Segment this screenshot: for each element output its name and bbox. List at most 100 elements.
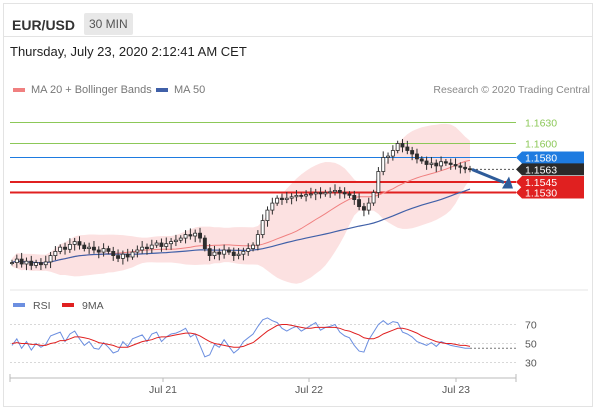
- candle-body: [96, 249, 101, 253]
- projection-arrow-shaft: [471, 168, 505, 184]
- candle-body: [279, 197, 284, 200]
- candle-body: [347, 193, 352, 196]
- candle-body: [318, 192, 323, 195]
- ma20-swatch: [13, 88, 25, 93]
- candle-body: [386, 155, 390, 158]
- candle-body: [395, 143, 400, 151]
- candle-body: [270, 202, 275, 211]
- candle-body: [299, 194, 304, 197]
- candle-body: [92, 246, 96, 251]
- candle-body: [313, 192, 318, 195]
- header-bar: EUR/USD 30 MIN: [4, 4, 592, 37]
- candle-body: [48, 255, 53, 263]
- candle-body: [217, 251, 222, 255]
- candle-body: [357, 199, 361, 208]
- level-tag-support: [516, 176, 584, 189]
- candle-body: [106, 248, 111, 252]
- ma50-swatch: [156, 88, 168, 93]
- candle-body: [332, 189, 337, 193]
- level-tag-support: [516, 186, 584, 199]
- candle-body: [366, 202, 371, 211]
- candle-body: [439, 161, 443, 167]
- candle-body: [251, 244, 255, 250]
- candle-body: [24, 260, 29, 265]
- candle-body: [467, 168, 472, 171]
- candle-body: [376, 171, 381, 193]
- candle-body: [304, 194, 308, 197]
- level-label: 1.1563: [525, 164, 557, 176]
- candle-body: [87, 246, 92, 249]
- credit-label: Research © 2020 Trading Central: [433, 84, 590, 96]
- candle-body: [173, 239, 178, 242]
- timeframe-badge[interactable]: 30 MIN: [84, 13, 133, 35]
- time-tick-label: Jul 21: [149, 384, 177, 396]
- candle-body: [429, 162, 434, 165]
- symbol-label: EUR/USD: [12, 17, 76, 33]
- candle-body: [149, 244, 154, 250]
- rsi-tick-label: 70: [525, 320, 537, 332]
- candle-body: [183, 234, 188, 239]
- candle-body: [135, 249, 140, 253]
- candle-body: [130, 251, 135, 258]
- candle-body: [72, 241, 77, 245]
- candle-body: [323, 192, 328, 195]
- level-label: 1.1545: [525, 177, 557, 189]
- rsi-tick-label: 50: [525, 339, 537, 351]
- legend-ma50-label: MA 50: [174, 84, 206, 96]
- candle-body: [193, 232, 198, 237]
- candle-body: [458, 165, 463, 168]
- candle-body: [371, 192, 376, 204]
- candle-body: [352, 194, 357, 200]
- candle-body: [463, 166, 468, 170]
- bollinger-band: [12, 123, 470, 284]
- candle-body: [63, 246, 67, 250]
- level-label: 1.1580: [525, 153, 557, 165]
- candle-body: [410, 150, 415, 155]
- rsi-tick-label: 30: [525, 358, 537, 370]
- candle-body: [125, 253, 130, 258]
- candle-body: [39, 262, 43, 266]
- candle-body: [101, 248, 106, 253]
- candle-body: [120, 253, 125, 259]
- candle-body: [390, 150, 395, 157]
- candle-body: [236, 253, 241, 256]
- candle-body: [67, 243, 72, 250]
- time-tick-label: Jul 23: [442, 384, 470, 396]
- candle-body: [19, 258, 24, 265]
- candle-body: [159, 242, 164, 247]
- candle-body: [144, 246, 149, 249]
- candle-body: [448, 162, 453, 165]
- legend-ma20-label: MA 20 + Bollinger Bands: [31, 84, 152, 96]
- rsi-ma-line: [11, 324, 471, 348]
- candle-body: [77, 241, 82, 246]
- candle-body: [58, 246, 63, 252]
- time-tick-label: Jul 22: [295, 384, 323, 396]
- candle-body: [453, 164, 458, 167]
- candle-body: [337, 189, 342, 193]
- candle-body: [434, 162, 439, 167]
- rsi-swatch: [13, 303, 25, 307]
- candle-body: [424, 160, 429, 165]
- candle-body: [202, 237, 207, 250]
- candle-body: [328, 191, 333, 194]
- candle-body: [419, 158, 424, 162]
- level-tag-last: [516, 163, 584, 176]
- candle-body: [207, 248, 212, 257]
- candle-body: [140, 246, 145, 251]
- candle-body: [116, 255, 120, 259]
- candle-body: [9, 262, 14, 265]
- candle-body: [400, 143, 405, 148]
- candle-body: [443, 161, 448, 164]
- candle-body: [246, 248, 251, 252]
- projection-arrow-head: [502, 176, 513, 189]
- candle-body: [308, 193, 313, 196]
- candle-body: [381, 157, 386, 172]
- ma50-line: [11, 188, 471, 264]
- candle-body: [111, 250, 116, 256]
- candle-body: [260, 220, 265, 236]
- candle-body: [226, 249, 231, 253]
- candle-body: [222, 249, 227, 255]
- rsi-ma-legend-label: 9MA: [82, 300, 104, 312]
- candle-body: [178, 237, 183, 241]
